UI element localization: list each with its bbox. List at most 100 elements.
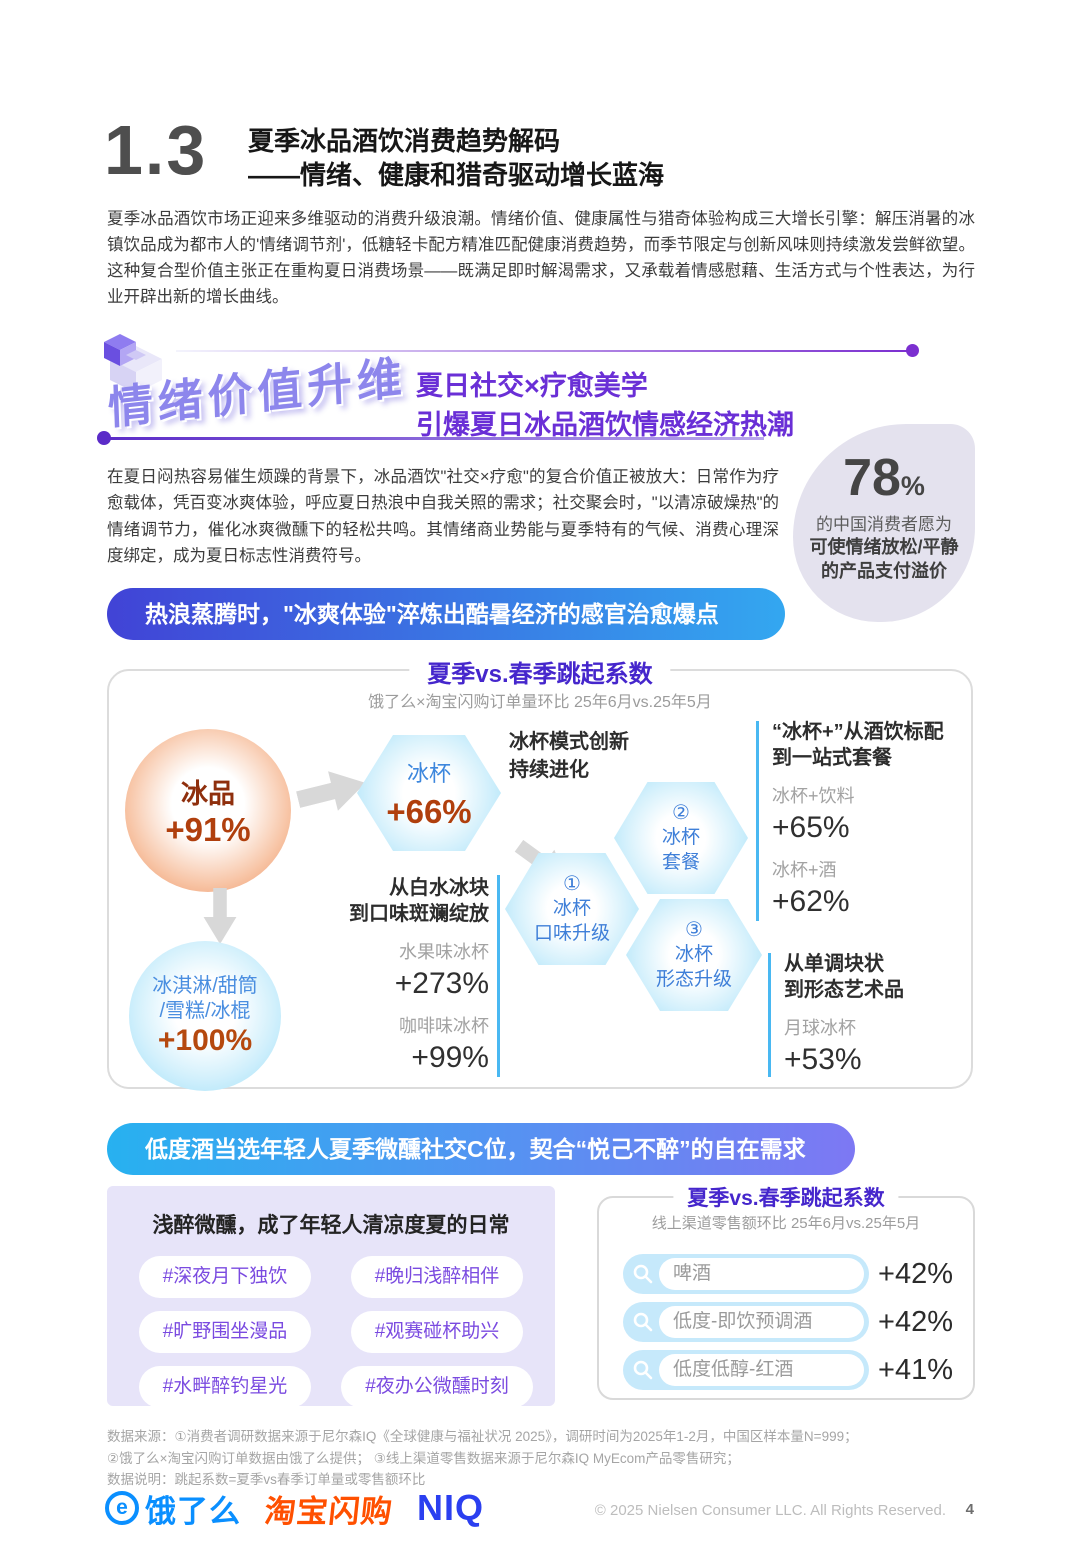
eleme-e-icon: e (105, 1491, 139, 1525)
hex1-line2: 口味升级 (533, 923, 610, 944)
combo-title2: 到一站式套餐 (772, 747, 892, 769)
divider-line-top (176, 350, 908, 352)
combo-divider (756, 721, 759, 921)
banner-low-alcohol: 低度酒当选年轻人夏季微醺社交C位，契合“悦己不醉”的自在需求 (107, 1123, 855, 1175)
search-pill-label: 低度-即饮预调酒 (659, 1306, 864, 1338)
bubble-ice-cream-label2: /雪糕/冰棍 (159, 1000, 251, 1022)
flavor-divider (497, 875, 500, 1077)
ice-chart-subtitle: 饿了么×淘宝闪购订单量环比 25年6月vs.25年5月 (368, 694, 712, 711)
shape-title2: 到形态艺术品 (784, 979, 904, 1001)
shape-value1: +53% (784, 1043, 862, 1076)
stat-desc1: 的中国消费者愿为 (816, 515, 952, 534)
combo-value1: +65% (772, 811, 850, 844)
rise-value: +41% (878, 1353, 953, 1386)
eleme-logo-text: 饿了么 (145, 1493, 241, 1529)
combo-title1: “冰杯+”从酒饮标配 (772, 721, 944, 743)
hex1-line1: 冰杯 (552, 898, 591, 920)
bubble-ice-products: 冰品 +91% (125, 729, 291, 892)
hex1-number: ① (563, 873, 581, 896)
taobao-flash-logo: 淘宝闪购 (262, 1493, 395, 1529)
rise-value: +42% (878, 1257, 953, 1290)
shape-divider (768, 953, 771, 1077)
ice-cup-note-line2: 持续进化 (509, 758, 589, 781)
page-number: 4 (965, 1501, 974, 1518)
magnifier-icon (633, 1264, 653, 1284)
combo-value2: +62% (772, 885, 850, 918)
flavor-label1: 水果味冰杯 (399, 942, 489, 962)
hex3-line1: 冰杯 (674, 944, 713, 966)
eleme-logo: e 饿了么 (105, 1486, 241, 1531)
tag-pill: #旷野围坐漫品 (138, 1311, 312, 1353)
search-pill-label: 低度低醇-红酒 (659, 1354, 864, 1386)
hex2-number: ② (672, 802, 690, 825)
emotion-headline2: 引爆夏日冰品酒饮情感经济热潮 (416, 410, 794, 440)
rise-card-title: 夏季vs.春季跳起系数 (673, 1182, 899, 1212)
rise-card: 夏季vs.春季跳起系数 线上渠道零售额环比 25年6月vs.25年5月 啤酒 +… (597, 1182, 975, 1400)
search-pill: 啤酒 (623, 1254, 869, 1294)
niq-logo: NIQ (417, 1487, 485, 1528)
combo-stats: “冰杯+”从酒饮标配 到一站式套餐 冰杯+饮料 +65% 冰杯+酒 +62% (772, 719, 972, 919)
rise-value: +42% (878, 1305, 953, 1338)
flavor-title2: 到口味斑斓绽放 (349, 903, 489, 925)
tag-pill: #观赛碰杯助兴 (350, 1311, 524, 1353)
flavor-label2: 咖啡味冰杯 (399, 1016, 489, 1036)
bubble-ice-cream-value: +100% (157, 1024, 253, 1057)
flavor-value2: +99% (411, 1041, 489, 1074)
hex3-number: ③ (685, 919, 703, 942)
hex-form-upgrade: ③ 冰杯 形态升级 (626, 899, 762, 1011)
page-title: 夏季冰品酒饮消费趋势解码 ——情绪、健康和猎奇驱动增长蓝海 (248, 124, 664, 193)
divider-dot-right (906, 344, 919, 357)
ice-cup-note-line1: 冰杯模式创新 (509, 731, 629, 753)
magnifier-icon (633, 1312, 653, 1332)
hex-combo-set: ② 冰杯 套餐 (614, 782, 748, 894)
bubble-ice-cream: 冰淇淋/甜筒 /雪糕/冰棍 +100% (129, 941, 281, 1091)
combo-label2: 冰杯+酒 (772, 860, 837, 880)
tags-grid: #深夜月下独饮 #晚归浅醉相伴 #旷野围坐漫品 #观赛碰杯助兴 #水畔醉钓星光 … (107, 1256, 555, 1408)
rise-row-beer: 啤酒 +42% (623, 1254, 953, 1294)
hex2-line1: 冰杯 (661, 827, 700, 849)
divider-line-bottom (106, 437, 764, 440)
rise-card-subtitle: 线上渠道零售额环比 25年6月vs.25年5月 (651, 1215, 921, 1232)
tag-pill: #水畔醉钓星光 (138, 1366, 312, 1408)
search-pill-label: 啤酒 (659, 1258, 864, 1290)
combo-label1: 冰杯+饮料 (772, 786, 855, 806)
tags-panel: 浅醉微醺，成了年轻人清凉度夏的日常 #深夜月下独饮 #晚归浅醉相伴 #旷野围坐漫… (107, 1186, 555, 1408)
stat-desc3: 的产品支付溢价 (821, 561, 947, 582)
shape-label1: 月球冰杯 (784, 1018, 856, 1038)
search-pill: 低度-即饮预调酒 (623, 1302, 869, 1342)
hex3-line2: 形态升级 (655, 969, 732, 990)
page-title-line2: ——情绪、健康和猎奇驱动增长蓝海 (248, 160, 665, 191)
hex2-line2: 套餐 (661, 852, 700, 873)
footnote-line3: 数据说明：跳起系数=夏季vs春季订单量或零售额环比 (107, 1472, 426, 1488)
data-source-note: 数据来源：①消费者调研数据来源于尼尔森IQ《全球健康与福祉状况 2025》，调研… (107, 1426, 979, 1491)
hex-ice-cup-value: +66% (386, 792, 472, 830)
footnote-line1: 数据来源：①消费者调研数据来源于尼尔森IQ《全球健康与福祉状况 2025》，调研… (107, 1429, 858, 1444)
flavor-value1: +273% (394, 967, 489, 1000)
tag-pill: #晚归浅醉相伴 (350, 1256, 524, 1298)
divider-dot-left (97, 431, 111, 445)
search-pill: 低度低醇-红酒 (623, 1350, 869, 1390)
stat-unit: % (900, 471, 925, 501)
banner-ice-experience: 热浪蒸腾时，"冰爽体验"淬炼出酷暑经济的感官治愈爆点 (107, 588, 785, 640)
bubble-ice-cream-label1: 冰淇淋/甜筒 (152, 975, 258, 997)
rise-row-wine: 低度低醇-红酒 +41% (623, 1350, 953, 1390)
ice-cup-note: 冰杯模式创新 持续进化 (509, 729, 629, 784)
shape-stats: 从单调块状 到形态艺术品 月球冰杯 +53% (784, 951, 974, 1077)
intro-paragraph: 夏季冰品酒饮市场正迎来多维驱动的消费升级浪潮。情绪价值、健康属性与猎奇体验构成三… (107, 210, 975, 307)
premium-stat-value: 78 % (793, 448, 975, 508)
tags-panel-title: 浅醉微醺，成了年轻人清凉度夏的日常 (152, 1214, 510, 1237)
copyright-text: © 2025 Nielsen Consumer LLC. All Rights … (594, 1502, 946, 1519)
shape-title1: 从单调块状 (784, 953, 884, 975)
emotion-headline1: 夏日社交×疗愈美学 (416, 371, 648, 401)
ice-chart-card: 夏季vs.春季跳起系数 饿了么×淘宝闪购订单量环比 25年6月vs.25年5月 … (107, 654, 974, 1091)
arrow-down-icon (200, 888, 240, 946)
premium-stat-blob: 78 % 的中国消费者愿为 可使情绪放松/平静 的产品支付溢价 (793, 424, 975, 622)
emotion-paragraph: 在夏日闷热容易催生烦躁的背景下，冰品酒饮"社交×疗愈"的复合价值正被放大：日常作… (107, 468, 779, 566)
tag-pill: #深夜月下独饮 (138, 1256, 312, 1298)
tag-pill: #夜办公微醺时刻 (341, 1366, 533, 1408)
bubble-ice-value: +91% (165, 811, 251, 848)
hex-ice-cup: 冰杯 +66% (357, 735, 501, 851)
flavor-title1: 从白水冰块 (389, 877, 489, 899)
rise-row-rtd: 低度-即饮预调酒 +42% (623, 1302, 953, 1342)
